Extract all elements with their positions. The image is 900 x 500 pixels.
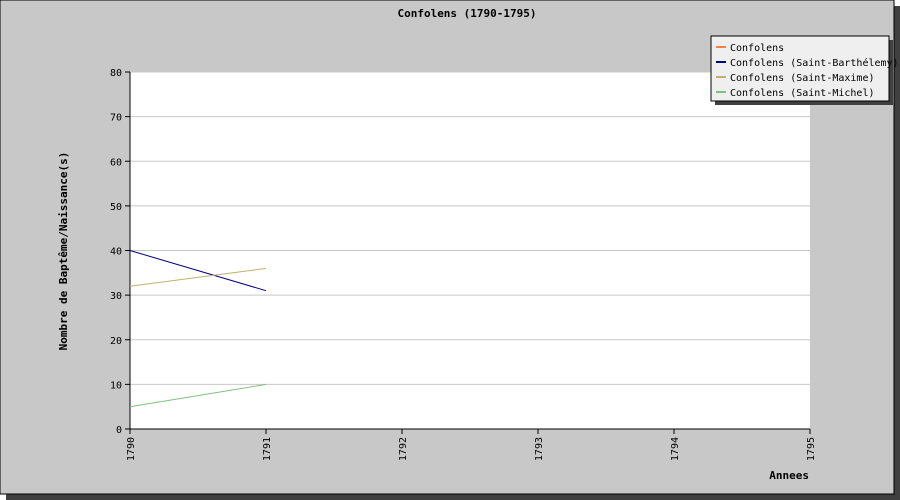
y-tick-label: 30 [110, 291, 122, 302]
x-tick-label: 1792 [398, 437, 409, 461]
legend-label-0: Confolens [730, 43, 784, 54]
legend-label-3: Confolens (Saint-Michel) [730, 88, 875, 99]
series-line-2 [129, 267, 267, 287]
series-layer [129, 250, 267, 408]
series-line-1 [129, 250, 267, 292]
y-tick-label: 40 [110, 247, 122, 258]
legend-label-1: Confolens (Saint-Barthélemy) [730, 57, 899, 69]
x-tick-label: 1790 [126, 437, 137, 461]
y-tick-label: 70 [110, 113, 122, 124]
x-tick-label: 1794 [670, 437, 681, 461]
x-tick-label: 1793 [534, 437, 545, 461]
series-line-3 [129, 383, 267, 408]
x-tick-label: 1795 [806, 437, 817, 461]
x-axis-title: Annees [769, 469, 809, 482]
y-tick-label: 60 [110, 157, 122, 168]
y-tick-label: 10 [110, 380, 122, 391]
chart-title: Confolens (1790-1795) [397, 7, 536, 20]
y-axis-title: Nombre de Baptême/Naissance(s) [57, 152, 70, 351]
y-tick-label: 20 [110, 336, 122, 347]
legend-label-2: Confolens (Saint-Maxime) [730, 73, 875, 84]
x-tick-label: 1791 [262, 437, 273, 461]
y-tick-label: 0 [116, 425, 122, 436]
y-tick-label: 80 [110, 68, 122, 79]
grid-layer [130, 71, 810, 385]
legend-box [710, 35, 890, 102]
y-tick-label: 50 [110, 202, 122, 213]
legend: Confolens Confolens (Saint-Barthélemy) Con… [710, 35, 899, 105]
axis-layer: 0 10 20 30 40 50 60 70 80 1790 1791 1792 1793 1794 179… [110, 68, 817, 461]
